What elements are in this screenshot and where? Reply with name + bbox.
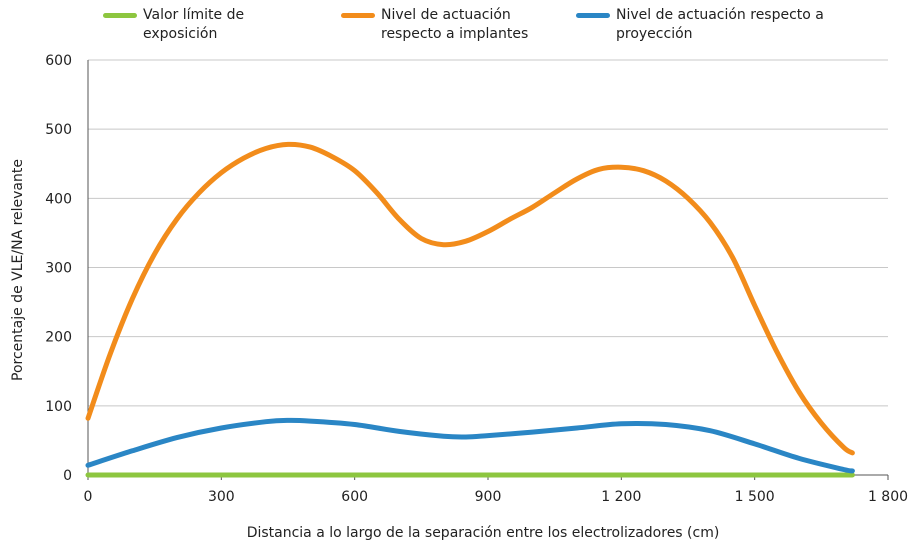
x-tick-labels: 0 300 600 900 1 200 1 500 1 800 — [84, 489, 909, 505]
legend-label-implants: Nivel de actuación respecto a implantes — [381, 7, 529, 42]
series-line-implants — [85, 141, 855, 456]
y-tick-label: 100 — [45, 399, 72, 415]
legend-swatch-implants — [341, 13, 375, 18]
x-tick-label: 600 — [341, 489, 368, 505]
y-tick-label: 500 — [45, 122, 72, 138]
x-tick-label: 1 800 — [868, 489, 908, 505]
legend-item-implants: Nivel de actuación respecto a implantes — [341, 6, 571, 44]
x-tick-label: 0 — [84, 489, 93, 505]
legend-swatch-projection — [576, 13, 610, 18]
legend-item-projection: Nivel de actuación respecto a proyección — [576, 6, 846, 44]
y-tick-label: 0 — [63, 468, 72, 484]
series-line-projection — [85, 417, 855, 474]
y-tick-labels: 0 100 200 300 400 500 600 — [45, 53, 72, 484]
x-tick-label: 300 — [208, 489, 235, 505]
legend-swatch-exposure-limit — [103, 13, 137, 18]
legend-label-projection: Nivel de actuación respecto a proyección — [616, 7, 824, 42]
y-tick-label: 300 — [45, 261, 72, 277]
gridlines — [88, 59, 888, 407]
y-tick-label: 200 — [45, 330, 72, 346]
legend-item-exposure-limit: Valor límite de exposición — [103, 6, 303, 44]
x-tick-label: 900 — [475, 489, 502, 505]
y-tick-label: 600 — [45, 53, 72, 69]
x-axis-title: Distancia a lo largo de la separación en… — [247, 525, 720, 541]
legend-label-exposure-limit: Valor límite de exposición — [143, 7, 245, 42]
y-tick-label: 400 — [45, 191, 72, 207]
series-lines — [85, 141, 855, 478]
legend: Valor límite de exposición Nivel de actu… — [0, 6, 913, 56]
x-tick-label: 1 500 — [735, 489, 775, 505]
x-tick-label: 1 200 — [601, 489, 641, 505]
y-axis-title: Porcentaje de VLE/NA relevante — [10, 159, 26, 381]
axes — [87, 60, 889, 480]
